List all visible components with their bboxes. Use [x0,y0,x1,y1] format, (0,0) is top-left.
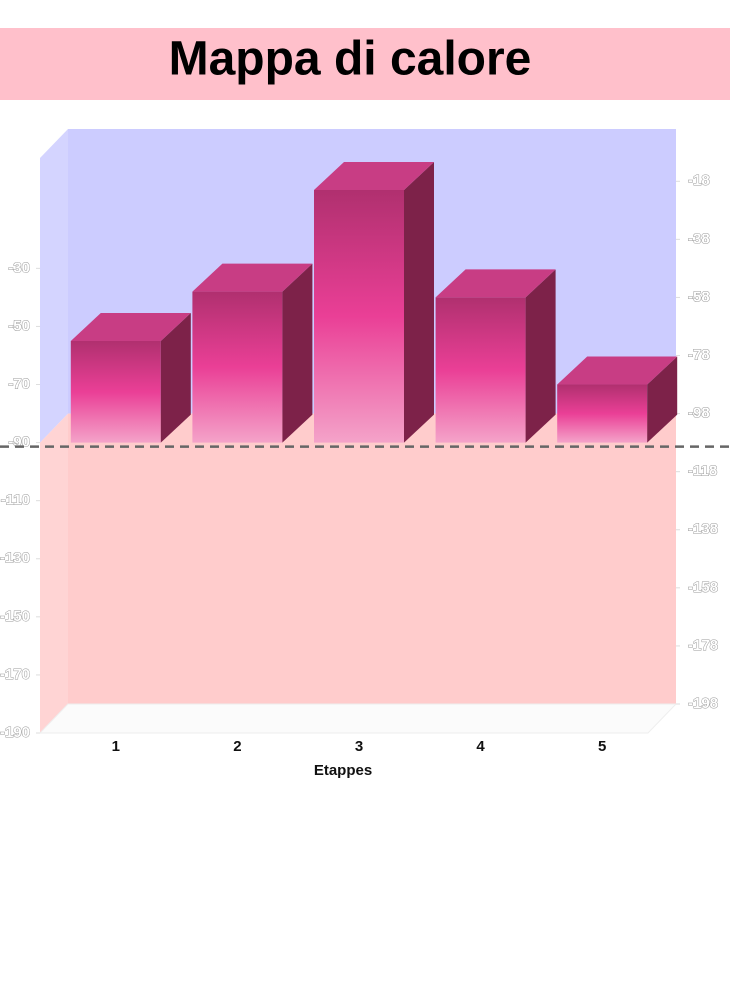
floor [38,703,678,734]
bar-front [314,189,404,443]
y-tick-label: -150 [0,608,30,625]
x-tick-label: 5 [598,738,606,755]
y-tick-label: -70 [8,375,30,392]
y-tick-label: -90 [8,434,30,451]
x-axis-label: Etappes [314,762,372,779]
bar-front [435,297,526,443]
y2-tick-label: -118 [688,463,717,480]
y2-tick-label: -58 [688,288,710,305]
y2-tick-label: -98 [688,405,710,422]
y-tick-label: -130 [0,550,30,567]
x-tick-label: 1 [112,738,120,755]
y2-tick-label: -178 [688,637,718,654]
y2-tick-label: -78 [688,346,710,363]
y2-tick-label: -38 [688,230,710,247]
y2-tick-label: -158 [688,579,718,596]
bar-top [435,269,556,298]
y-tick-label: -190 [0,724,30,741]
bar-side [525,269,556,443]
chart-title: Mappa di calore [169,33,532,86]
side-wall-upper [40,129,68,443]
side-wall-lower [40,413,68,733]
y-tick-label: -110 [1,492,30,509]
back-wall-lower [68,413,676,704]
bar-side [282,263,313,443]
bar-side [160,312,191,443]
y2-tick-label: -138 [688,521,718,538]
bar-top [557,356,678,385]
y2-tick-label: -18 [688,172,710,189]
title-band [0,28,730,100]
y-tick-label: -30 [8,259,30,276]
bar-front [192,291,283,443]
x-tick-label: 3 [355,738,363,755]
bar-top [192,263,313,292]
y2-tick-label: -198 [688,695,718,712]
bar-side [647,356,678,443]
bar-top [314,161,434,190]
y-tick-label: -50 [8,317,30,334]
x-tick-label: 2 [233,738,241,755]
bar-front [70,340,161,443]
x-tick-label: 4 [476,738,485,755]
bar-side [404,161,434,443]
bar-front [557,384,648,443]
bar-top [70,312,191,341]
y-tick-label: -170 [0,666,30,683]
